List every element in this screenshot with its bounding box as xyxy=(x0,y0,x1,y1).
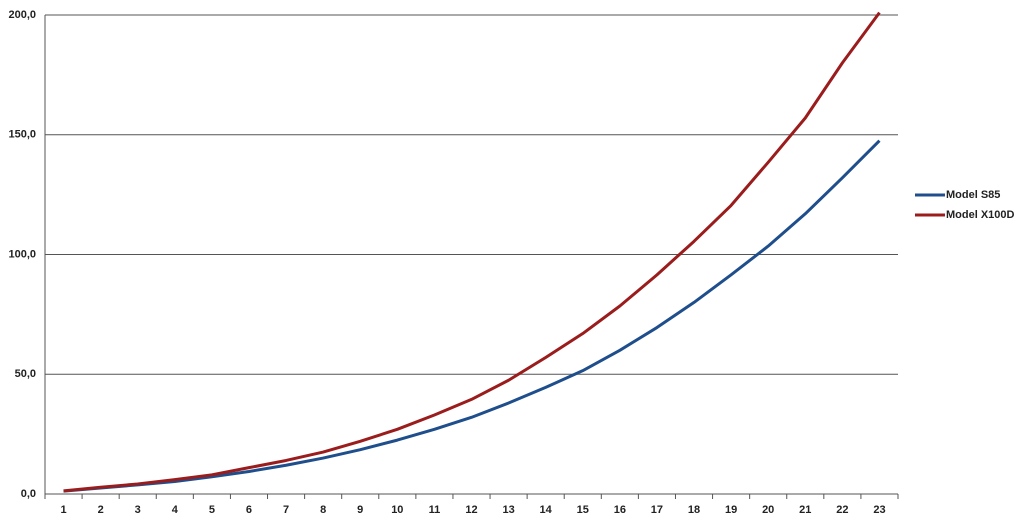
y-tick-label: 100,0 xyxy=(8,248,36,260)
x-tick-label: 23 xyxy=(873,504,885,516)
x-tick-label: 13 xyxy=(502,504,514,516)
x-tick-label: 16 xyxy=(614,504,626,516)
series-line xyxy=(63,139,881,493)
x-tick-label: 15 xyxy=(577,504,589,516)
x-tick-label: 21 xyxy=(799,504,811,516)
x-tick-label: 22 xyxy=(836,504,848,516)
x-tick-label: 17 xyxy=(651,504,663,516)
x-tick-label: 11 xyxy=(429,504,441,516)
x-tick-label: 1 xyxy=(60,504,66,516)
legend-label: Model S85 xyxy=(946,189,1000,201)
series-line xyxy=(63,11,881,493)
y-tick-label: 150,0 xyxy=(8,129,36,141)
x-tick-label: 9 xyxy=(357,504,363,516)
x-tick-label: 4 xyxy=(172,504,179,516)
x-tick-label: 2 xyxy=(98,504,104,516)
x-tick-label: 19 xyxy=(725,504,737,516)
x-tick-label: 12 xyxy=(465,504,477,516)
x-tick-label: 6 xyxy=(246,504,252,516)
x-tick-label: 5 xyxy=(209,504,215,516)
legend-label: Model X100D xyxy=(946,209,1015,221)
y-tick-label: 0,0 xyxy=(21,488,36,500)
x-tick-label: 18 xyxy=(688,504,700,516)
x-tick-label: 10 xyxy=(391,504,403,516)
y-tick-label: 50,0 xyxy=(15,368,36,380)
x-tick-label: 14 xyxy=(540,504,553,516)
x-tick-label: 20 xyxy=(762,504,774,516)
x-tick-label: 3 xyxy=(135,504,141,516)
x-tick-label: 8 xyxy=(320,504,326,516)
y-tick-label: 200,0 xyxy=(8,9,36,21)
x-tick-label: 7 xyxy=(283,504,289,516)
